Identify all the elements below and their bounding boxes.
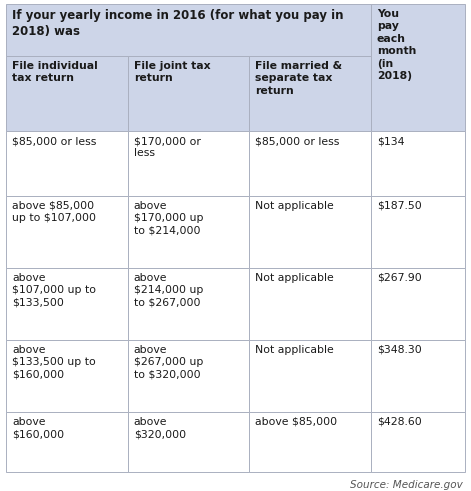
Text: $348.30: $348.30: [377, 345, 422, 355]
Text: above $85,000: above $85,000: [255, 417, 337, 427]
Text: above
$133,500 up to
$160,000: above $133,500 up to $160,000: [12, 345, 96, 380]
Text: $85,000 or less: $85,000 or less: [255, 136, 340, 146]
Bar: [249, 196, 371, 268]
Bar: [6, 196, 128, 268]
Bar: [371, 131, 465, 196]
Text: File joint tax
return: File joint tax return: [134, 61, 210, 83]
Text: above
$107,000 up to
$133,500: above $107,000 up to $133,500: [12, 273, 96, 308]
Bar: [249, 131, 371, 196]
Bar: [128, 340, 249, 412]
Bar: [128, 196, 249, 268]
Bar: [6, 412, 128, 472]
Bar: [249, 268, 371, 340]
Bar: [371, 340, 465, 412]
Bar: [128, 412, 249, 472]
Text: $187.50: $187.50: [377, 201, 422, 211]
Bar: [6, 56, 128, 131]
Text: above
$214,000 up
to $267,000: above $214,000 up to $267,000: [134, 273, 203, 308]
Bar: [249, 340, 371, 412]
Bar: [371, 196, 465, 268]
Bar: [371, 4, 465, 131]
Text: $428.60: $428.60: [377, 417, 422, 427]
Text: $267.90: $267.90: [377, 273, 422, 283]
Bar: [371, 268, 465, 340]
Bar: [6, 268, 128, 340]
Bar: [6, 131, 128, 196]
Text: $85,000 or less: $85,000 or less: [12, 136, 97, 146]
Bar: [128, 131, 249, 196]
Text: Not applicable: Not applicable: [255, 201, 334, 211]
Text: You
pay
each
month
(in
2018): You pay each month (in 2018): [377, 9, 416, 81]
Text: File individual
tax return: File individual tax return: [12, 61, 98, 83]
Text: $134: $134: [377, 136, 405, 146]
Bar: [249, 56, 371, 131]
Bar: [249, 412, 371, 472]
Bar: [371, 412, 465, 472]
Text: above
$320,000: above $320,000: [134, 417, 186, 439]
Text: Not applicable: Not applicable: [255, 345, 334, 355]
Text: Not applicable: Not applicable: [255, 273, 334, 283]
Bar: [6, 340, 128, 412]
Text: above
$170,000 up
to $214,000: above $170,000 up to $214,000: [134, 201, 203, 236]
Text: above
$267,000 up
to $320,000: above $267,000 up to $320,000: [134, 345, 203, 380]
Text: above $85,000
up to $107,000: above $85,000 up to $107,000: [12, 201, 96, 223]
Bar: [6, 4, 371, 56]
Bar: [128, 56, 249, 131]
Text: If your yearly income in 2016 (for what you pay in
2018) was: If your yearly income in 2016 (for what …: [12, 9, 343, 38]
Text: above
$160,000: above $160,000: [12, 417, 64, 439]
Text: Source: Medicare.gov: Source: Medicare.gov: [350, 480, 463, 490]
Text: File married &
separate tax
return: File married & separate tax return: [255, 61, 342, 96]
Bar: [128, 268, 249, 340]
Text: $170,000 or
less: $170,000 or less: [134, 136, 201, 159]
